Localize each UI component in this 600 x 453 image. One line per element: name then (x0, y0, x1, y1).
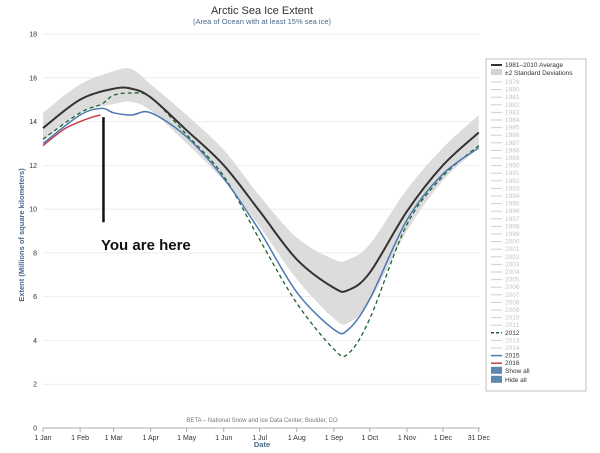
y-tick-label: 6 (33, 294, 37, 301)
hide-all-button[interactable]: Hide all (505, 377, 527, 384)
legend-item-1991[interactable]: 1991 (505, 170, 520, 177)
x-tick-label: 31 Dec (468, 435, 491, 442)
x-tick-label: 1 May (177, 435, 197, 442)
x-tick-label: 1 Dec (434, 435, 453, 442)
legend-item-1981[interactable]: 1981 (505, 94, 520, 101)
legend-item-2010[interactable]: 2010 (505, 315, 520, 322)
legend-item-1984[interactable]: 1984 (505, 117, 520, 124)
legend-item-1994[interactable]: 1994 (505, 193, 520, 200)
show-all-button[interactable]: Show all (505, 368, 530, 375)
series-line-1981-2010-average (42, 86, 480, 293)
series-line-2012 (42, 92, 480, 358)
legend-item-2016[interactable]: 2016 (505, 360, 520, 367)
legend-item-2015[interactable]: 2015 (505, 353, 520, 360)
x-tick-label: 1 Nov (398, 435, 417, 442)
legend-item-1998[interactable]: 1998 (505, 223, 520, 230)
legend-item-1997[interactable]: 1997 (505, 216, 520, 223)
legend-item-1987[interactable]: 1987 (505, 140, 520, 147)
legend-item-2008[interactable]: 2008 (505, 299, 520, 306)
legend-item-1992[interactable]: 1992 (505, 178, 520, 185)
legend-item-1989[interactable]: 1989 (505, 155, 520, 162)
x-tick-label: 1 Oct (361, 435, 378, 442)
x-tick-label: 1 Apr (143, 435, 160, 442)
y-tick-label: 0 (33, 426, 37, 433)
chart-subtitle: (Area of Ocean with at least 15% sea ice… (193, 17, 331, 26)
legend-item-2000[interactable]: 2000 (505, 239, 520, 246)
std-dev-band-area (43, 68, 479, 325)
legend-item-2009[interactable]: 2009 (505, 307, 520, 314)
series-lines (42, 86, 480, 358)
y-tick-label: 2 (33, 382, 37, 389)
std-dev-band (43, 68, 479, 325)
annotation-text: You are here (101, 237, 191, 254)
annotation: You are here (101, 117, 191, 254)
legend-item-1990[interactable]: 1990 (505, 163, 520, 170)
hide-all-icon[interactable] (491, 375, 502, 383)
legend-item-1982[interactable]: 1982 (505, 102, 520, 109)
legend-item-1986[interactable]: 1986 (505, 132, 520, 139)
legend-box (485, 58, 587, 392)
legend-item-1983[interactable]: 1983 (505, 109, 520, 116)
legend-item-average[interactable]: 1981–2010 Average (505, 62, 563, 69)
series-line-2015 (42, 107, 480, 335)
legend-item-2013[interactable]: 2013 (505, 337, 520, 344)
x-tick-label: 1 Jan (34, 435, 51, 442)
legend-item-2002[interactable]: 2002 (505, 254, 520, 261)
series-line-2016 (42, 114, 101, 147)
legend-item-2004[interactable]: 2004 (505, 269, 520, 276)
legend-item-2007[interactable]: 2007 (505, 292, 520, 299)
legend-item-1993[interactable]: 1993 (505, 185, 520, 192)
x-tick-label: 1 Jul (252, 435, 267, 442)
legend-item-2006[interactable]: 2006 (505, 284, 520, 291)
y-tick-label: 4 (33, 338, 37, 345)
x-tick-label: 1 Mar (105, 435, 124, 442)
legend-item-2012[interactable]: 2012 (505, 330, 520, 337)
legend-item-1985[interactable]: 1985 (505, 125, 520, 132)
x-tick-label: 1 Jun (215, 435, 232, 442)
legend-swatch-std (491, 69, 502, 75)
y-tick-label: 8 (33, 250, 37, 257)
legend-item-2014[interactable]: 2014 (505, 345, 520, 352)
legend-item-1979[interactable]: 1979 (505, 79, 520, 86)
credit-text: BETA – National Snow and Ice Data Center… (186, 418, 338, 424)
legend-item-std[interactable]: ±2 Standard Deviations (505, 70, 573, 77)
legend-item-1999[interactable]: 1999 (505, 231, 520, 238)
legend-item-1988[interactable]: 1988 (505, 147, 520, 154)
y-tick-label: 16 (29, 75, 37, 82)
y-tick-label: 18 (29, 32, 37, 39)
y-axis-label: Extent (Millions of square kilometers) (17, 168, 26, 302)
x-tick-label: 1 Aug (288, 435, 306, 442)
legend-item-2005[interactable]: 2005 (505, 277, 520, 284)
x-axis-label: Date (254, 440, 270, 449)
axes: 0 2 4 6 8 10 12 14 16 18 1 Jan 1 Feb 1 Mar 1 Apr 1 May… (29, 32, 490, 443)
x-tick-label: 1 Sep (325, 435, 343, 442)
y-tick-label: 10 (29, 207, 37, 214)
legend-item-1980[interactable]: 1980 (505, 87, 520, 94)
legend-item-2001[interactable]: 2001 (505, 246, 520, 253)
legend-item-1995[interactable]: 1995 (505, 201, 520, 208)
y-tick-label: 14 (29, 119, 37, 126)
legend-item-2003[interactable]: 2003 (505, 261, 520, 268)
y-tick-label: 12 (29, 163, 37, 170)
legend: 1981–2010 Average±2 Standard Deviations 1… (485, 58, 587, 392)
chart-title: Arctic Sea Ice Extent (211, 5, 313, 17)
x-tick-label: 1 Feb (71, 435, 89, 442)
legend-item-2011[interactable]: 2011 (505, 322, 519, 329)
legend-item-1996[interactable]: 1996 (505, 208, 520, 215)
show-all-icon[interactable] (491, 366, 502, 374)
